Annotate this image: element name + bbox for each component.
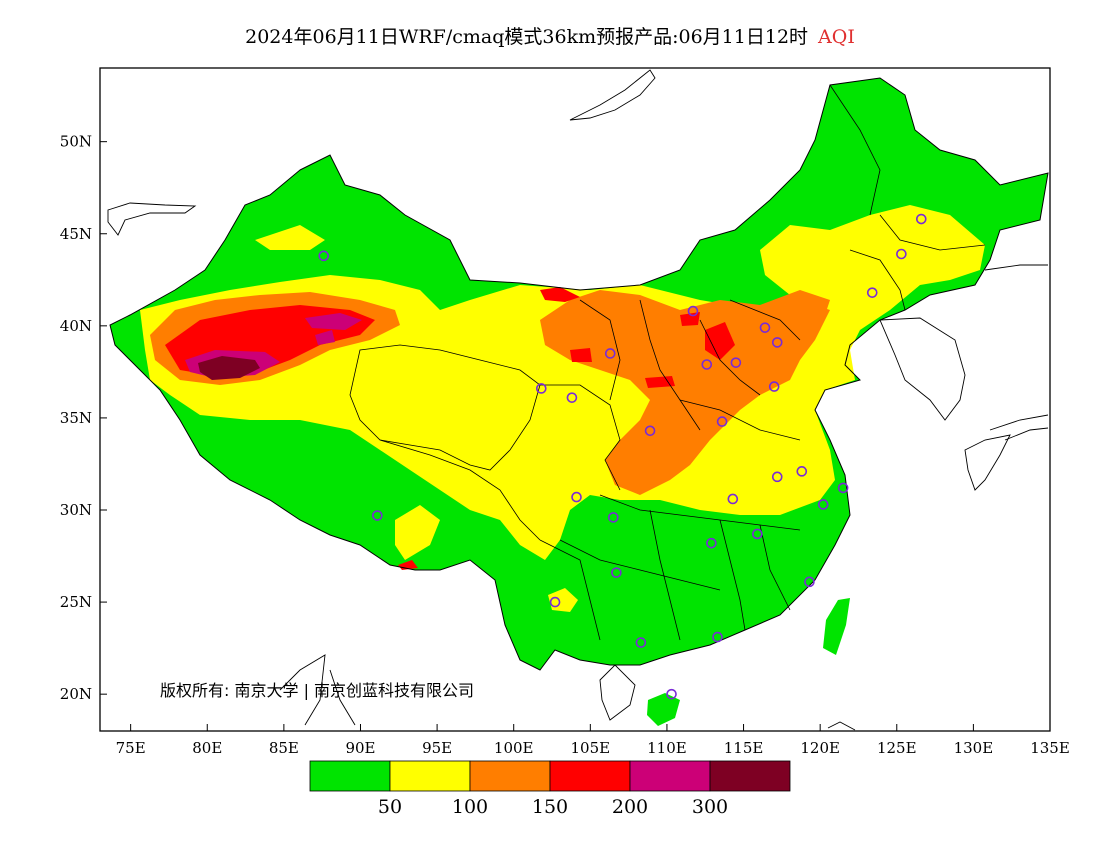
title-variable: AQI	[818, 26, 855, 48]
lon-tick-label: 85E	[269, 739, 299, 757]
red-zone-ningxia	[570, 348, 592, 362]
legend-swatch	[629, 760, 711, 792]
station-marker	[915, 213, 927, 225]
latitude-ticks: 20N 25N 30N 35N 40N 45N 50N	[60, 133, 107, 703]
orange-zone-north-china	[540, 290, 830, 495]
lon-tick-label: 115E	[724, 739, 764, 757]
map-frame-border	[99, 67, 1051, 732]
lon-tick-label: 120E	[800, 739, 840, 757]
lat-tick-label: 25N	[60, 593, 92, 611]
station-marker	[866, 287, 878, 298]
red-zone-inner-mongolia	[540, 287, 580, 302]
legend-label: 50	[378, 796, 402, 818]
aqi-field	[107, 69, 1049, 731]
lon-tick-label: 95E	[422, 739, 452, 757]
red-zone-shanxi	[705, 322, 735, 360]
station-marker	[535, 383, 547, 394]
lon-tick-label: 110E	[647, 739, 687, 757]
station-marker	[771, 337, 783, 348]
station-marker	[644, 425, 656, 437]
station-markers	[318, 213, 927, 700]
yellow-zone-xj-north	[255, 225, 325, 250]
lat-tick-label: 35N	[60, 409, 92, 427]
legend-label: 100	[452, 796, 488, 818]
lon-tick-label: 130E	[954, 739, 994, 757]
station-marker	[730, 357, 742, 368]
lat-tick-label: 40N	[60, 317, 92, 335]
station-marker	[796, 466, 808, 477]
legend-swatch	[549, 760, 631, 792]
magenta-zone-small	[315, 330, 335, 345]
legend-swatch	[709, 760, 791, 792]
longitude-ticks: 75E 80E 85E 90E 95E 100E 105E 110E 115E 120E 125E 1…	[116, 724, 1070, 757]
station-marker	[372, 510, 383, 521]
station-marker	[727, 493, 739, 505]
map-title: 2024年06月11日WRF/cmaq模式36km预报产品:06月11日12时 A…	[0, 20, 1100, 54]
red-zone-shaanxi	[645, 376, 675, 388]
title-text: 2024年06月11日WRF/cmaq模式36km预报产品:06月11日12时	[245, 26, 809, 48]
yellow-zone-tibet-south	[395, 505, 440, 560]
orange-zone-hebei	[760, 290, 830, 345]
lon-tick-label: 80E	[192, 739, 222, 757]
station-marker	[837, 482, 849, 494]
station-marker	[706, 537, 717, 549]
station-marker	[716, 416, 728, 427]
maroon-zone-core	[198, 356, 260, 380]
station-marker	[687, 305, 699, 317]
china-outline	[109, 77, 1049, 671]
lon-tick-label: 105E	[571, 739, 611, 757]
legend-swatch	[309, 760, 391, 792]
legend-swatch	[389, 760, 471, 792]
station-marker	[804, 576, 815, 588]
hainan-island	[647, 693, 680, 726]
lon-tick-label: 75E	[116, 739, 146, 757]
magenta-zone-lop	[305, 313, 362, 330]
lon-tick-label: 90E	[345, 739, 375, 757]
lon-tick-label: 125E	[877, 739, 917, 757]
taiwan-island	[823, 598, 850, 655]
station-marker	[666, 688, 677, 700]
province-boundaries	[349, 84, 986, 641]
lon-tick-label: 100E	[494, 739, 534, 757]
station-marker	[752, 528, 763, 540]
station-marker	[611, 567, 622, 578]
station-marker	[318, 250, 330, 262]
station-marker	[701, 359, 713, 370]
station-marker	[571, 491, 582, 503]
station-marker	[604, 348, 616, 359]
station-marker	[896, 248, 907, 260]
lon-tick-label: 135E	[1030, 739, 1070, 757]
station-marker	[712, 631, 723, 643]
lat-tick-label: 20N	[60, 685, 92, 703]
lat-tick-label: 30N	[60, 501, 92, 519]
station-marker	[817, 499, 829, 510]
station-marker	[635, 637, 647, 648]
station-marker	[566, 392, 578, 403]
legend-label: 300	[692, 796, 728, 818]
station-marker	[608, 512, 619, 523]
station-marker	[759, 322, 771, 333]
neighbor-coastlines	[107, 69, 1049, 731]
lat-tick-label: 45N	[60, 225, 92, 243]
station-marker	[771, 471, 783, 483]
station-marker	[549, 596, 561, 608]
copyright-text: 版权所有: 南京大学 | 南京创蓝科技有限公司	[160, 681, 474, 700]
legend-swatch	[469, 760, 551, 792]
legend-label: 150	[532, 796, 568, 818]
aqi-legend: 50 100 150 200 300	[309, 760, 791, 818]
legend-label: 200	[612, 796, 648, 818]
station-marker	[768, 381, 780, 392]
lat-tick-label: 50N	[60, 133, 92, 151]
